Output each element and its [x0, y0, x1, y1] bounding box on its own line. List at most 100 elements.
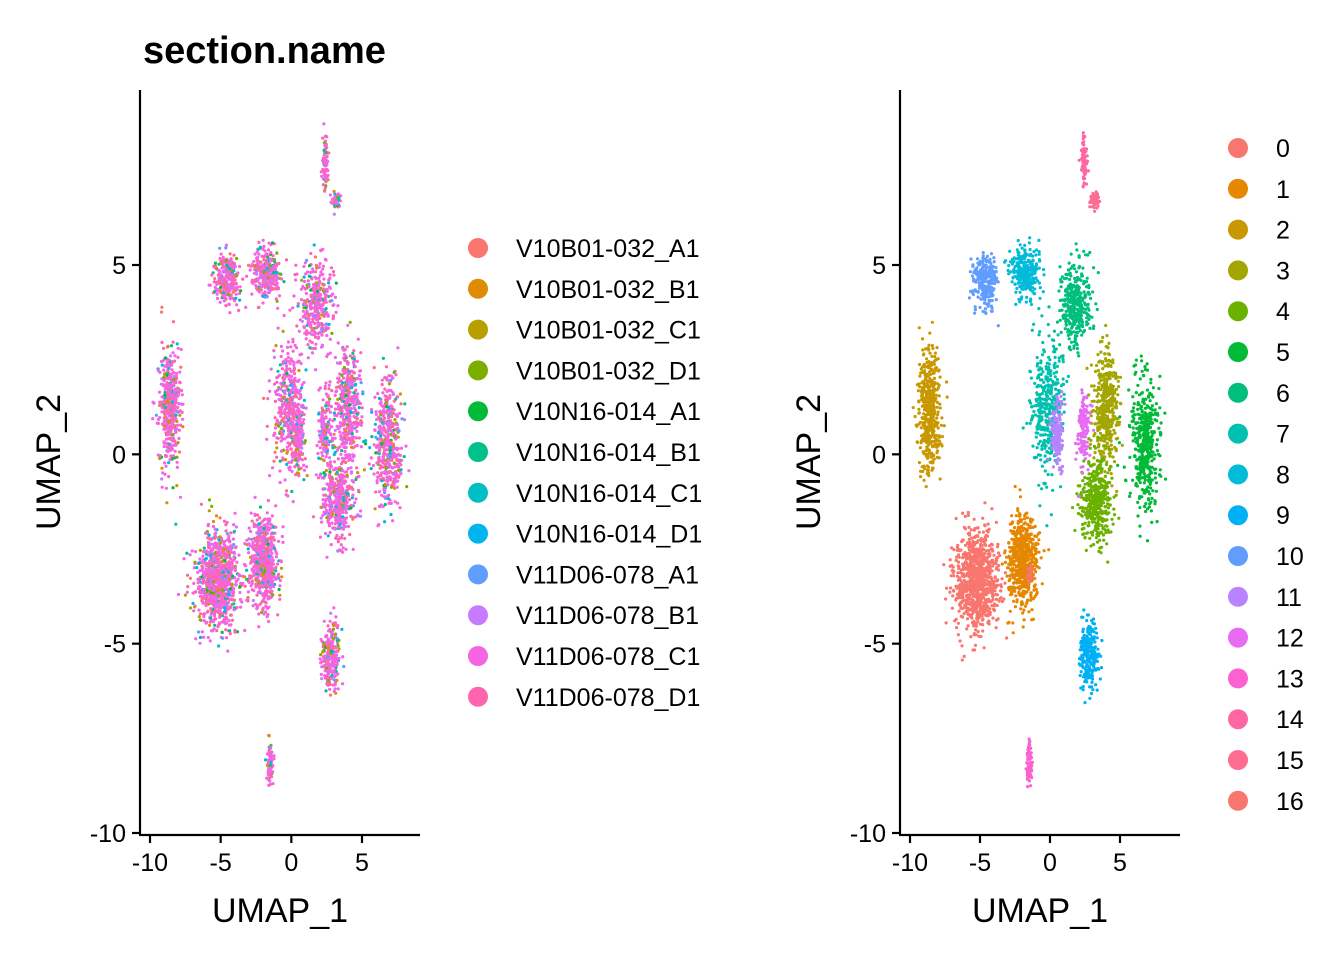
data-point: [385, 478, 389, 482]
data-point: [347, 416, 351, 420]
data-point: [316, 332, 320, 336]
data-point: [262, 575, 267, 579]
data-point: [315, 310, 319, 314]
data-point: [291, 360, 295, 364]
data-point: [277, 393, 281, 397]
data-point: [169, 383, 173, 387]
data-point: [269, 268, 273, 272]
data-point: [277, 587, 281, 592]
data-point: [282, 377, 286, 381]
data-point: [158, 453, 162, 458]
data-point: [164, 464, 168, 468]
data-point: [237, 308, 241, 312]
data-point: [251, 598, 255, 603]
data-point: [369, 456, 373, 460]
data-point: [339, 543, 343, 547]
data-point: [264, 601, 268, 605]
data-point: [392, 408, 396, 412]
data-point: [377, 523, 381, 527]
data-point: [271, 254, 275, 258]
data-point: [195, 566, 199, 570]
data-point: [273, 416, 277, 420]
data-point: [282, 313, 286, 318]
data-point: [379, 427, 383, 431]
data-point: [349, 399, 353, 403]
data-point: [194, 637, 198, 641]
data-point: [329, 498, 333, 502]
data-point: [267, 619, 271, 624]
data-point: [172, 371, 176, 375]
data-point: [257, 522, 261, 526]
data-point: [217, 564, 221, 568]
data-point: [218, 300, 222, 304]
data-point: [262, 244, 266, 248]
data-point: [223, 600, 227, 605]
data-point: [207, 283, 211, 287]
data-point: [217, 280, 221, 284]
data-point: [247, 551, 251, 555]
data-point: [306, 356, 310, 360]
data-point: [227, 589, 231, 593]
data-point: [215, 592, 219, 596]
data-point: [339, 462, 343, 466]
data-point: [334, 492, 339, 496]
data-point: [218, 567, 222, 571]
data-point: [171, 423, 175, 427]
data-point: [331, 314, 336, 318]
data-point: [279, 344, 283, 348]
data-point: [252, 573, 256, 577]
data-point: [334, 401, 338, 405]
data-point: [356, 337, 360, 341]
data-point: [331, 270, 336, 274]
data-point: [342, 664, 346, 669]
data-point: [297, 441, 301, 445]
data-point: [275, 251, 279, 255]
data-point: [350, 445, 354, 449]
data-point: [382, 488, 386, 492]
data-point: [212, 577, 216, 581]
data-point: [309, 270, 313, 274]
data-point: [192, 566, 197, 570]
data-point: [173, 359, 177, 363]
data-point: [334, 390, 338, 394]
data-point: [392, 455, 396, 459]
data-point: [386, 483, 390, 487]
data-point: [245, 577, 249, 582]
data-point: [212, 545, 216, 549]
data-point: [353, 501, 357, 505]
data-point: [286, 388, 290, 392]
data-point: [302, 275, 306, 279]
data-point: [239, 605, 243, 609]
data-point: [270, 514, 274, 518]
data-point: [301, 420, 305, 424]
data-point: [294, 263, 298, 267]
data-point: [219, 252, 223, 256]
data-point: [326, 675, 330, 679]
data-point: [256, 574, 260, 579]
data-point: [274, 422, 278, 427]
data-point: [275, 274, 279, 278]
data-point: [253, 512, 257, 517]
data-point: [226, 607, 231, 611]
data-point: [287, 403, 291, 407]
data-point: [280, 430, 284, 434]
data-point: [335, 678, 339, 682]
data-point: [301, 284, 305, 289]
data-point: [209, 607, 213, 611]
data-point: [348, 498, 352, 502]
data-point: [281, 540, 285, 545]
data-point: [333, 295, 337, 299]
data-point: [278, 480, 282, 485]
data-point: [387, 382, 391, 386]
data-point: [306, 343, 310, 347]
data-point: [250, 519, 254, 523]
data-point: [213, 603, 217, 607]
data-point: [388, 396, 392, 400]
data-point: [261, 592, 265, 596]
data-point: [377, 446, 381, 451]
data-point: [279, 427, 283, 431]
data-point: [334, 310, 338, 314]
data-point: [339, 452, 343, 456]
data-point: [283, 412, 287, 416]
